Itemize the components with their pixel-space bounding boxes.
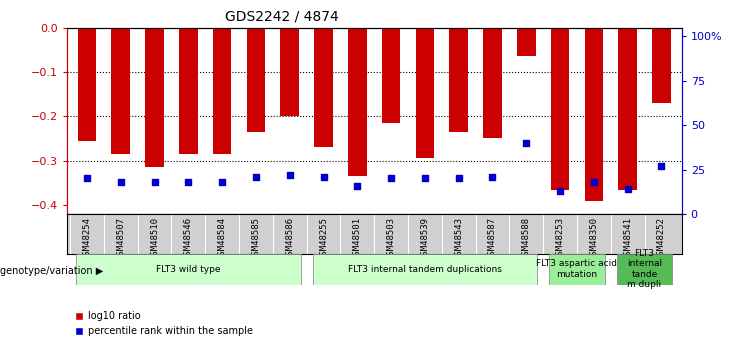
- Text: FLT3 internal tandem duplications: FLT3 internal tandem duplications: [348, 265, 502, 274]
- Point: [419, 176, 431, 181]
- Text: FLT3
internal
tande
m dupli: FLT3 internal tande m dupli: [627, 249, 662, 289]
- Text: GSM48253: GSM48253: [556, 217, 565, 260]
- Bar: [145, 28, 164, 167]
- Point: [656, 163, 668, 169]
- Text: GSM48507: GSM48507: [116, 217, 125, 260]
- Point: [182, 179, 194, 185]
- Point: [216, 179, 228, 185]
- Bar: [416, 28, 434, 158]
- Bar: [78, 28, 96, 141]
- Text: GSM48350: GSM48350: [589, 217, 599, 260]
- Point: [284, 172, 296, 178]
- Text: GSM48254: GSM48254: [82, 217, 91, 260]
- Point: [487, 174, 499, 179]
- Point: [554, 188, 566, 194]
- Point: [520, 140, 532, 146]
- Bar: [551, 28, 569, 189]
- Text: GSM48546: GSM48546: [184, 217, 193, 260]
- Bar: [585, 28, 603, 200]
- FancyBboxPatch shape: [549, 254, 605, 285]
- Point: [622, 186, 634, 192]
- Bar: [314, 28, 333, 147]
- Bar: [483, 28, 502, 138]
- Text: GSM48588: GSM48588: [522, 217, 531, 260]
- Text: GSM48584: GSM48584: [218, 217, 227, 260]
- Bar: [213, 28, 231, 154]
- Bar: [449, 28, 468, 132]
- Text: GSM48539: GSM48539: [420, 217, 429, 260]
- Text: GSM48543: GSM48543: [454, 217, 463, 260]
- Point: [385, 176, 397, 181]
- Point: [351, 183, 363, 188]
- Point: [588, 179, 599, 185]
- Text: GSM48503: GSM48503: [387, 217, 396, 260]
- Text: GSM48585: GSM48585: [251, 217, 260, 260]
- Point: [115, 179, 127, 185]
- FancyBboxPatch shape: [76, 254, 301, 285]
- Point: [250, 174, 262, 179]
- Bar: [280, 28, 299, 116]
- Bar: [247, 28, 265, 132]
- FancyBboxPatch shape: [617, 254, 672, 285]
- FancyBboxPatch shape: [313, 254, 537, 285]
- Title: GDS2242 / 4874: GDS2242 / 4874: [225, 10, 339, 24]
- Bar: [179, 28, 198, 154]
- Text: GSM48541: GSM48541: [623, 217, 632, 260]
- Text: GSM48586: GSM48586: [285, 217, 294, 260]
- Point: [81, 176, 93, 181]
- Point: [149, 179, 161, 185]
- Text: genotype/variation ▶: genotype/variation ▶: [0, 266, 103, 276]
- Text: GSM48587: GSM48587: [488, 217, 497, 260]
- Text: GSM48255: GSM48255: [319, 217, 328, 260]
- Bar: [348, 28, 367, 176]
- Text: FLT3 aspartic acid
mutation: FLT3 aspartic acid mutation: [536, 259, 617, 279]
- Text: GSM48501: GSM48501: [353, 217, 362, 260]
- Legend: log10 ratio, percentile rank within the sample: log10 ratio, percentile rank within the …: [72, 307, 257, 340]
- Text: FLT3 wild type: FLT3 wild type: [156, 265, 221, 274]
- Point: [318, 174, 330, 179]
- Text: GSM48252: GSM48252: [657, 217, 666, 260]
- Bar: [652, 28, 671, 103]
- Text: GSM48510: GSM48510: [150, 217, 159, 260]
- Bar: [382, 28, 400, 123]
- Bar: [111, 28, 130, 154]
- Point: [453, 176, 465, 181]
- Bar: [618, 28, 637, 189]
- Bar: [517, 28, 536, 57]
